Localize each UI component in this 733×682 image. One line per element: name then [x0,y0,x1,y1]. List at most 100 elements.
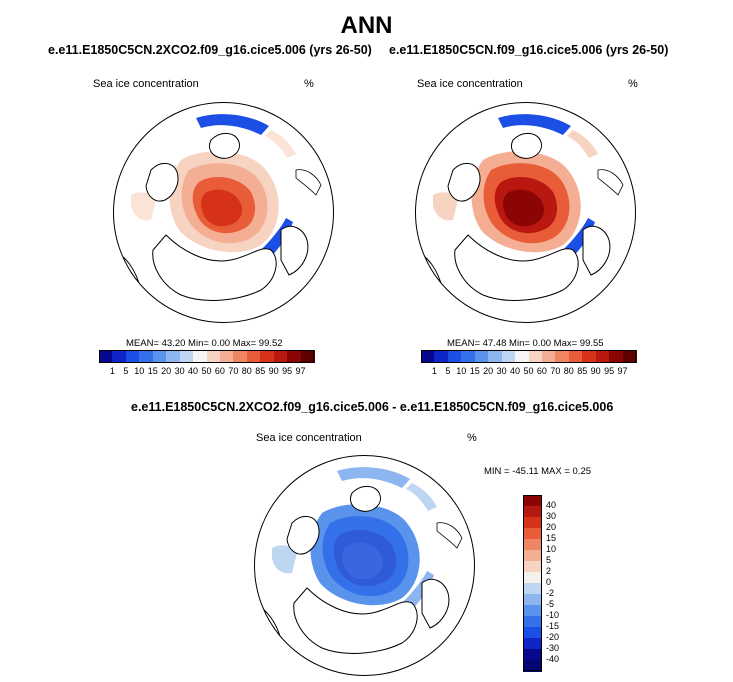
colorbar-swatch [273,350,288,363]
colorbar-tick-label: 15 [147,366,158,376]
map-boundary-circle [254,455,475,676]
colorbar-swatch [568,350,583,363]
map-field [415,114,624,323]
colorbar-swatch [523,495,542,507]
colorbar-swatch [206,350,221,363]
colorbar-swatch [447,350,462,363]
colorbar-swatch [193,350,207,363]
diff-colorbar [523,495,542,672]
diff-polar-map [254,455,475,676]
colorbar-swatch [523,517,542,529]
colorbar-tick-label: 70 [228,366,239,376]
landmass [293,587,418,654]
colorbar-tick-label: -10 [546,610,560,620]
diff-colorbar-ticks: 40 30 20 15 10 5 2 0 -2 -5 -10 -15 -20 -30 -40 [546,495,576,671]
colorbar-tick-label: 10 [546,544,557,554]
colorbar-swatch [523,506,542,518]
panel-1-colorbar-ticks: 1 5 10 15 20 30 40 50 60 70 80 85 90 95 97 [99,366,314,378]
colorbar-tick-label: 97 [617,366,628,376]
panel-1-stats: MEAN= 43.20 Min= 0.00 Max= 99.52 [126,338,283,349]
colorbar-tick-label: 1 [431,366,437,376]
colorbar-swatch [541,350,556,363]
colorbar-swatch [246,350,261,363]
colorbar-swatch [260,350,275,363]
colorbar-outline [421,350,636,363]
colorbar-tick-label: 10 [456,366,467,376]
colorbar-tick-label: 5 [123,366,129,376]
colorbar-tick-label: 85 [255,366,266,376]
panel-1-unit-label: % [304,78,314,90]
sea-ice-region [503,189,545,227]
colorbar-tick-label: 50 [523,366,534,376]
colorbar-swatch [287,350,302,363]
colorbar-outline [523,495,542,671]
landmass [415,249,444,323]
colorbar-tick-label: 95 [604,366,615,376]
colorbar-tick-label: 30 [546,511,557,521]
colorbar-swatch [523,638,542,650]
colorbar-tick-label: 20 [483,366,494,376]
colorbar-tick-label: 20 [161,366,172,376]
marginal-ice-band [131,192,156,221]
panel-2-stats: MEAN= 47.48 Min= 0.00 Max= 99.55 [447,338,604,349]
diff-variable-label: Sea ice concentration [256,432,362,444]
landmass [454,234,579,301]
colorbar-tick-label: 5 [546,555,552,565]
landmass [597,169,624,196]
panel-2-colorbar [421,350,637,363]
diff-unit-label: % [467,432,477,444]
colorbar-swatch [523,627,542,639]
panel-1-case-title: e.e11.E1850C5CN.2XCO2.f09_g16.cice5.006 … [48,43,372,57]
colorbar-tick-label: 15 [469,366,480,376]
marginal-ice-band [196,114,269,135]
colorbar-swatch [434,350,449,363]
panel-2-variable-label: Sea ice concentration [417,78,523,90]
marginal-ice-band [265,130,296,158]
colorbar-tick-label: -15 [546,621,560,631]
colorbar-swatch [179,350,194,363]
landmass [286,516,320,555]
colorbar-swatch [528,350,543,363]
landmass [349,486,381,512]
colorbar-tick-label: 40 [546,500,557,510]
panel-2-unit-label: % [628,78,638,90]
colorbar-swatch [501,350,516,363]
colorbar-swatch [488,350,503,363]
colorbar-tick-label: 10 [134,366,145,376]
colorbar-swatch [139,350,154,363]
marginal-ice-band [567,130,598,158]
colorbar-swatch [99,350,113,363]
colorbar-swatch [300,350,315,363]
colorbar-tick-label: 95 [282,366,293,376]
colorbar-tick-label: 70 [550,366,561,376]
colorbar-tick-label: 85 [577,366,588,376]
panel-1-colorbar [99,350,315,363]
landmass [447,163,481,202]
map-boundary-circle [415,102,636,323]
colorbar-outline [99,350,314,363]
colorbar-tick-label: 40 [188,366,199,376]
marginal-ice-band [406,483,437,511]
landmass [113,249,142,323]
landmass [145,163,179,202]
colorbar-tick-label: 30 [174,366,185,376]
colorbar-tick-label: 60 [214,366,225,376]
landmass [254,602,283,676]
colorbar-tick-label: 90 [590,366,601,376]
colorbar-swatch [523,561,542,573]
diff-case-title: e.e11.E1850C5CN.2XCO2.f09_g16.cice5.006 … [131,400,614,414]
colorbar-tick-label: 30 [496,366,507,376]
colorbar-swatch [523,649,542,661]
marginal-ice-band [498,114,571,135]
colorbar-swatch [461,350,476,363]
colorbar-swatch [233,350,248,363]
panel-2-case-title: e.e11.E1850C5CN.f09_g16.cice5.006 (yrs 2… [389,43,669,57]
colorbar-swatch [523,550,542,562]
colorbar-tick-label: 50 [201,366,212,376]
colorbar-swatch [219,350,234,363]
colorbar-swatch [523,528,542,540]
sea-ice-region [342,542,384,580]
colorbar-swatch [523,594,542,606]
landmass [582,225,611,276]
colorbar-tick-label: 1 [109,366,115,376]
